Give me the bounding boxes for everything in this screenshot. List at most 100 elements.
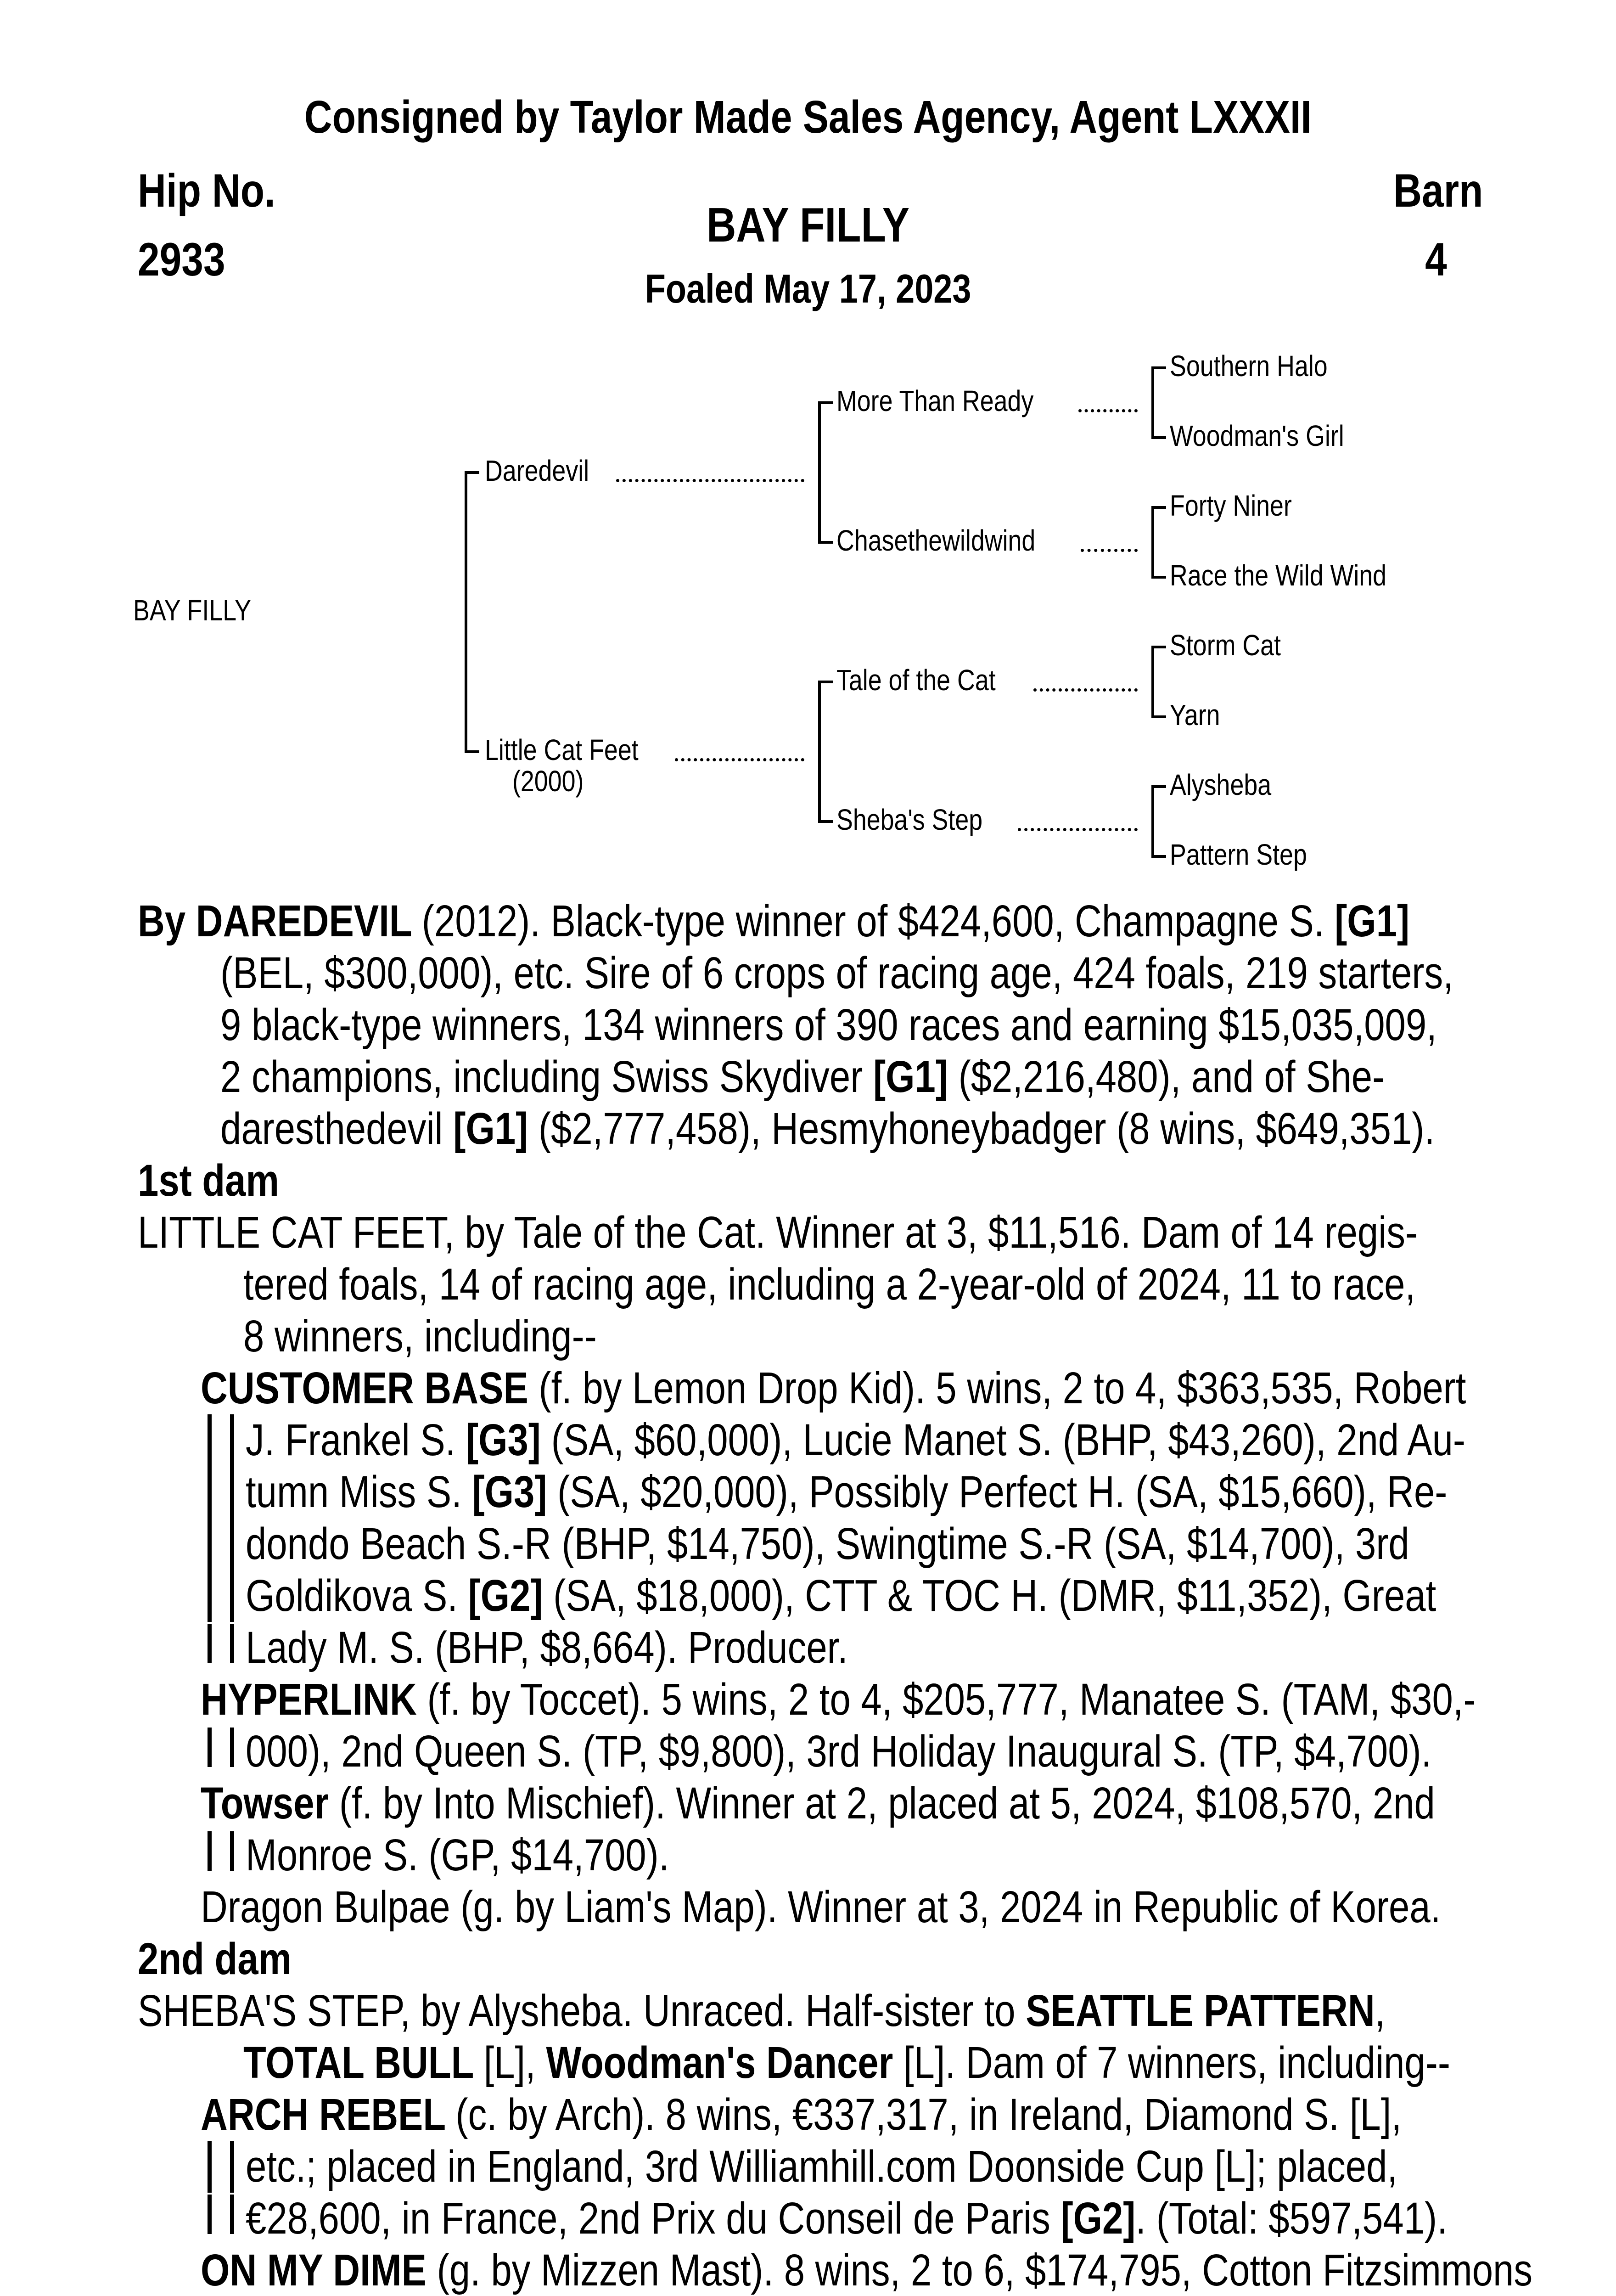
body-line-text: TOTAL BULL [L], Woodman's Dancer [L]. Da… bbox=[243, 2037, 1450, 2088]
body-line-text: 8 winners, including-- bbox=[243, 1311, 597, 1361]
margin-double-rule bbox=[208, 1728, 234, 1767]
tree-node-name: BAY FILLY bbox=[133, 594, 251, 627]
tree-node-year: (2000) bbox=[512, 765, 584, 798]
tree-node-tale-of-the-cat: Tale of the Cat bbox=[836, 663, 1144, 697]
body-line-text: ARCH REBEL (c. by Arch). 8 wins, €337,31… bbox=[201, 2089, 1402, 2139]
tree-node-name: More Than Ready bbox=[836, 384, 1034, 417]
tree-bracket bbox=[818, 401, 833, 544]
tree-node-name: Tale of the Cat bbox=[836, 664, 996, 697]
tree-node-name: Alysheba bbox=[1170, 768, 1272, 801]
horse-title-text: BAY FILLY bbox=[706, 198, 910, 252]
body-line-text: etc.; placed in England, 3rd Williamhill… bbox=[246, 2141, 1398, 2191]
body-line-text: Lady M. S. (BHP, $8,664). Producer. bbox=[246, 1622, 848, 1672]
body-line: HYPERLINK (f. by Toccet). 5 wins, 2 to 4… bbox=[201, 1674, 1616, 1726]
body-line: 1st dam bbox=[138, 1155, 306, 1207]
tree-node-name: Pattern Step bbox=[1170, 838, 1307, 871]
body-line: 000), 2nd Queen S. (TP, $9,800), 3rd Hol… bbox=[246, 1726, 1616, 1778]
body-line: daresthedevil [G1] ($2,777,458), Hesmyho… bbox=[220, 1103, 1616, 1155]
margin-double-rule bbox=[208, 2195, 234, 2234]
tree-bracket bbox=[1151, 506, 1166, 579]
body-line: (BEL, $300,000), etc. Sire of 6 crops of… bbox=[220, 947, 1616, 999]
tree-node-southern-halo: Southern Halo bbox=[1170, 349, 1358, 383]
consignor-line: Consigned by Taylor Made Sales Agency, A… bbox=[0, 91, 1616, 144]
tree-node-name: Sheba's Step bbox=[836, 803, 983, 836]
body-line: ON MY DIME (g. by Mizzen Mast). 8 wins, … bbox=[201, 2245, 1616, 2296]
body-line-text: HYPERLINK (f. by Toccet). 5 wins, 2 to 4… bbox=[201, 1674, 1476, 1724]
tree-node-name: Daredevil bbox=[485, 454, 589, 487]
body-line-text: 2 champions, including Swiss Skydiver [G… bbox=[220, 1052, 1385, 1102]
consignor-text: Consigned by Taylor Made Sales Agency, A… bbox=[304, 91, 1312, 143]
body-line-text: tered foals, 14 of racing age, including… bbox=[243, 1259, 1416, 1309]
tree-node-storm-cat: Storm Cat bbox=[1170, 628, 1302, 662]
horse-title: BAY FILLY bbox=[0, 197, 1616, 253]
body-line: SHEBA'S STEP, by Alysheba. Unraced. Half… bbox=[138, 1985, 1616, 2037]
dotted-leader bbox=[1033, 688, 1138, 692]
body-line: By DAREDEVIL (2012). Black-type winner o… bbox=[138, 895, 1616, 947]
tree-node-name: Forty Niner bbox=[1170, 489, 1292, 522]
margin-double-rule bbox=[208, 1831, 234, 1871]
tree-node-more-than-ready: More Than Ready bbox=[836, 384, 1144, 418]
body-line-text: Monroe S. (GP, $14,700). bbox=[246, 1830, 669, 1880]
margin-double-rule bbox=[208, 1518, 234, 1570]
tree-bracket bbox=[1151, 366, 1166, 439]
tree-node-name: Little Cat Feet bbox=[485, 733, 639, 766]
tree-node-chasethewildwind: Chasethewildwind bbox=[836, 523, 1144, 557]
barn-number: 4 bbox=[1425, 233, 1447, 286]
body-line-text: LITTLE CAT FEET, by Tale of the Cat. Win… bbox=[138, 1207, 1418, 1257]
margin-double-rule bbox=[208, 2141, 234, 2193]
margin-double-rule bbox=[208, 1414, 234, 1466]
body-line: €28,600, in France, 2nd Prix du Conseil … bbox=[246, 2193, 1616, 2245]
hip-number: 2933 bbox=[138, 233, 225, 286]
body-line-text: 2nd dam bbox=[138, 1934, 292, 1984]
tree-node-name: Southern Halo bbox=[1170, 349, 1328, 383]
margin-double-rule bbox=[208, 1466, 234, 1518]
body-line-text: Dragon Bulpae (g. by Liam's Map). Winner… bbox=[201, 1882, 1441, 1932]
body-line-text: SHEBA'S STEP, by Alysheba. Unraced. Half… bbox=[138, 1986, 1386, 2036]
tree-node-forty-niner: Forty Niner bbox=[1170, 489, 1315, 523]
barn-block: Barn 4 bbox=[1376, 156, 1483, 294]
tree-bracket bbox=[818, 681, 833, 823]
body-line: tumn Miss S. [G3] (SA, $20,000), Possibl… bbox=[246, 1466, 1616, 1518]
body-line-text: CUSTOMER BASE (f. by Lemon Drop Kid). 5 … bbox=[201, 1363, 1466, 1413]
body-line-text: dondo Beach S.-R (BHP, $14,750), Swingti… bbox=[246, 1519, 1409, 1569]
body-line: CUSTOMER BASE (f. by Lemon Drop Kid). 5 … bbox=[201, 1362, 1616, 1414]
body-line: etc.; placed in England, 3rd Williamhill… bbox=[246, 2141, 1616, 2193]
body-line: Dragon Bulpae (g. by Liam's Map). Winner… bbox=[201, 1881, 1616, 1933]
body-line-text: tumn Miss S. [G3] (SA, $20,000), Possibl… bbox=[246, 1467, 1448, 1517]
tree-node-name: Chasethewildwind bbox=[836, 524, 1036, 557]
barn-label: Barn bbox=[1393, 164, 1483, 217]
tree-node-name: Woodman's Girl bbox=[1170, 419, 1344, 452]
body-line: tered foals, 14 of racing age, including… bbox=[243, 1259, 1616, 1311]
body-line: 2 champions, including Swiss Skydiver [G… bbox=[220, 1051, 1606, 1103]
body-line-text: daresthedevil [G1] ($2,777,458), Hesmyho… bbox=[220, 1103, 1435, 1154]
body-line: 2nd dam bbox=[138, 1933, 321, 1985]
dotted-leader bbox=[1017, 828, 1138, 831]
tree-bracket bbox=[1151, 785, 1166, 858]
foaled-date: Foaled May 17, 2023 bbox=[0, 265, 1616, 312]
tree-node-bay-filly: BAY FILLY bbox=[133, 593, 274, 627]
tree-node-little-cat-feet: Little Cat Feet bbox=[485, 733, 811, 767]
tree-bracket bbox=[1151, 646, 1166, 718]
body-line-text: By DAREDEVIL (2012). Black-type winner o… bbox=[138, 896, 1410, 946]
dotted-leader bbox=[1080, 549, 1138, 552]
body-line: LITTLE CAT FEET, by Tale of the Cat. Win… bbox=[138, 1207, 1616, 1259]
body-line: dondo Beach S.-R (BHP, $14,750), Swingti… bbox=[246, 1518, 1616, 1570]
body-line-text: €28,600, in France, 2nd Prix du Conseil … bbox=[246, 2193, 1448, 2243]
tree-node-race-the-wild-wind: Race the Wild Wind bbox=[1170, 558, 1428, 592]
hip-block: Hip No. 2933 bbox=[138, 156, 302, 294]
body-line: 8 winners, including-- bbox=[243, 1311, 664, 1362]
margin-double-rule bbox=[208, 1570, 234, 1622]
body-line-text: 1st dam bbox=[138, 1155, 279, 1205]
tree-node-yarn: Yarn bbox=[1170, 698, 1229, 732]
body-line-text: J. Frankel S. [G3] (SA, $60,000), Lucie … bbox=[246, 1415, 1466, 1465]
tree-node-woodman-s-girl: Woodman's Girl bbox=[1170, 419, 1377, 453]
body-line: TOTAL BULL [L], Woodman's Dancer [L]. Da… bbox=[243, 2037, 1616, 2089]
body-line: Towser (f. by Into Mischief). Winner at … bbox=[201, 1778, 1616, 1829]
hip-label: Hip No. bbox=[138, 164, 275, 217]
tree-node-name: Storm Cat bbox=[1170, 629, 1281, 662]
body-line-text: 000), 2nd Queen S. (TP, $9,800), 3rd Hol… bbox=[246, 1726, 1432, 1776]
body-line: J. Frankel S. [G3] (SA, $60,000), Lucie … bbox=[246, 1414, 1616, 1466]
body-line-text: ON MY DIME (g. by Mizzen Mast). 8 wins, … bbox=[201, 2245, 1533, 2295]
